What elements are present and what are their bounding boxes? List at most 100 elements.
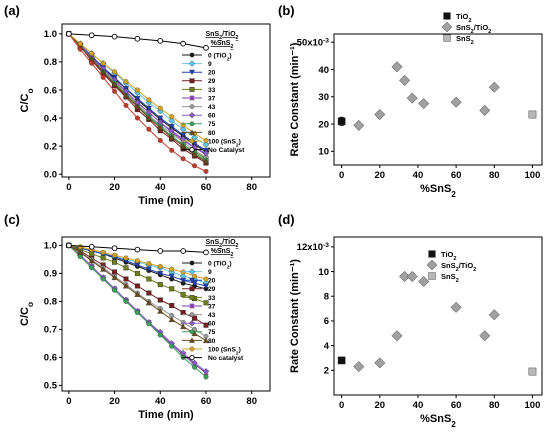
data-point <box>157 124 164 131</box>
data-point <box>479 104 491 116</box>
data-point <box>134 310 140 316</box>
legend-label: TiO2 <box>441 250 457 262</box>
legend-label: 80 <box>208 130 216 137</box>
data-point <box>191 280 198 287</box>
x-axis-title: Time (min) <box>138 409 194 421</box>
x-tick-label: 40 <box>413 170 424 181</box>
y-tick-label: 0.6 <box>44 353 57 364</box>
data-point <box>134 95 141 102</box>
data-point <box>134 103 141 110</box>
data-point <box>399 74 411 86</box>
y-tick-label: 2 <box>324 366 329 377</box>
data-point <box>134 35 141 42</box>
data-point <box>111 245 118 252</box>
data-point <box>146 261 152 267</box>
data-point <box>203 322 209 328</box>
data-point <box>353 361 365 373</box>
legend-label: 0 (TiO2) <box>208 52 232 62</box>
legend-label: 80 <box>208 338 216 345</box>
data-point <box>123 255 129 261</box>
x-tick-label: 80 <box>246 182 257 193</box>
legend-marker <box>443 34 451 42</box>
x-tick-label: 80 <box>489 400 500 411</box>
data-point <box>337 356 346 365</box>
data-point <box>145 299 152 306</box>
data-point <box>180 40 186 47</box>
x-tick-label: 0 <box>339 170 344 181</box>
legend-marker <box>189 129 195 135</box>
legend-label: 9 <box>208 61 212 68</box>
y-tick-label: 4 <box>324 341 330 352</box>
data-point <box>134 258 140 264</box>
data-point <box>203 138 209 143</box>
x-tick-label: 60 <box>201 396 212 407</box>
legend-label: No catalyst <box>208 355 244 362</box>
data-point <box>157 282 163 288</box>
y-tick-label: 30 <box>318 92 329 103</box>
y-axis-title: Rate Constant (min⁻¹) <box>289 259 301 373</box>
legend-label: 33 <box>208 87 216 94</box>
chart-panel-4: (d) 0 20 40 60 80 100 2 4 6 8 10 12x10-3 %SnS2 Rate Co… <box>278 212 543 429</box>
legend-marker <box>189 104 195 109</box>
x-tick-label: 0 <box>66 182 71 193</box>
data-point <box>374 109 386 120</box>
data-point <box>399 271 411 282</box>
legend-label: 37 <box>208 303 216 310</box>
x-tick-label: 0 <box>66 396 71 407</box>
data-point <box>112 287 118 293</box>
data-point <box>146 97 152 103</box>
y-tick-label: 0.5 <box>44 381 58 392</box>
x-tick-label: 60 <box>451 400 462 411</box>
y-tick-label: 10 <box>318 147 329 158</box>
data-point <box>488 309 500 321</box>
data-point <box>123 276 129 282</box>
data-point <box>180 156 186 162</box>
data-point <box>111 81 118 87</box>
data-point <box>157 308 164 314</box>
data-point <box>157 115 164 122</box>
y-tick-label: 50x10-3 <box>297 37 330 49</box>
data-point <box>146 290 152 296</box>
data-point <box>203 276 209 282</box>
data-point <box>122 92 130 99</box>
legend-label: SnS2/TiO2 <box>456 23 491 35</box>
x-tick-label: 0 <box>339 400 344 411</box>
data-point <box>88 243 95 250</box>
legend-marker <box>189 277 195 284</box>
legend-marker <box>189 95 195 101</box>
y-tick-label: 12x10-3 <box>297 242 330 254</box>
legend-marker <box>189 78 195 84</box>
legend-label: 33 <box>208 295 216 302</box>
y-tick-label: 1.0 <box>44 29 57 40</box>
data-point <box>374 357 386 369</box>
data-point <box>88 32 95 39</box>
data-point <box>134 270 140 276</box>
data-point <box>157 332 163 338</box>
legend-title: %SnS2 <box>211 40 234 50</box>
legend-label: TiO2 <box>456 12 472 24</box>
data-point <box>191 151 198 157</box>
data-point <box>157 248 164 254</box>
data-point <box>528 110 537 119</box>
legend-label: 20 <box>208 278 216 285</box>
data-point <box>203 300 209 306</box>
data-point <box>192 364 198 370</box>
legend-label: No Catalyst <box>208 147 245 154</box>
x-tick-label: 40 <box>155 396 166 407</box>
y-tick-label: 1.0 <box>44 241 57 252</box>
data-point <box>134 291 141 297</box>
legend-marker <box>189 286 195 292</box>
panel-label: (a) <box>4 3 20 18</box>
series-9 <box>65 242 210 344</box>
y-axis-title: C/Co <box>19 89 35 113</box>
data-point <box>100 60 106 66</box>
legend-label: 29 <box>208 78 216 85</box>
data-point <box>337 117 346 126</box>
legend-marker <box>189 121 195 127</box>
panel-label: (c) <box>4 212 20 227</box>
data-point <box>191 144 198 151</box>
legend-label: 37 <box>208 95 216 102</box>
legend-marker <box>189 138 195 144</box>
